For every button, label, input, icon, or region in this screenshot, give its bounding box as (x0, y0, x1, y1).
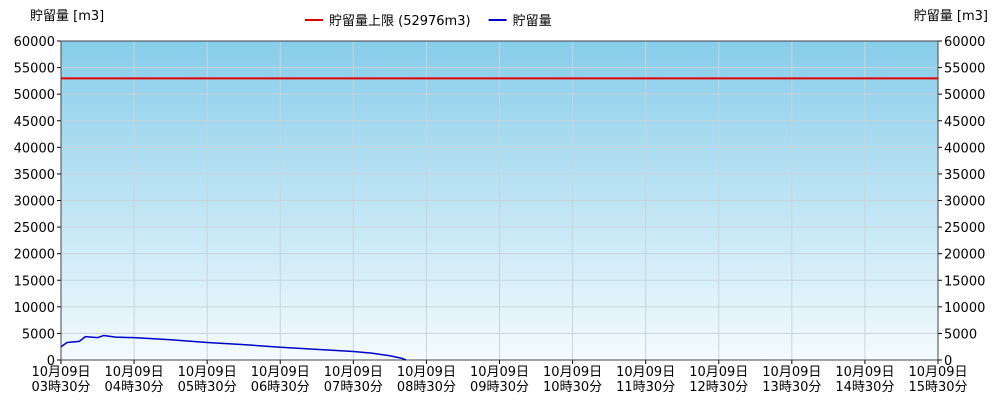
y2-tick-label: 0 (944, 354, 952, 369)
y2-tick-label: 30000 (944, 195, 985, 210)
y-axis-label: 貯留量 [m3] (30, 9, 104, 24)
y-tick-label: 0 (47, 354, 55, 369)
x-tick-label-line: 06時30分 (251, 380, 310, 395)
y-tick-label: 55000 (14, 62, 55, 77)
x-tick-label-line: 10月09日 (105, 365, 164, 380)
x-tick-label-line: 10月09日 (616, 365, 675, 380)
x-tick-label-line: 10月09日 (397, 365, 456, 380)
y-tick-label: 5000 (22, 327, 55, 342)
x-tick-label-line: 10月09日 (908, 365, 967, 380)
x-tick-label-line: 10月09日 (251, 365, 310, 380)
x-tick-label-line: 15時30分 (908, 380, 967, 395)
series-line (60, 334, 407, 361)
y-tick-label: 25000 (14, 221, 55, 236)
y2-tick-label: 60000 (944, 35, 985, 50)
y2-axis-label: 貯留量 [m3] (914, 9, 988, 24)
x-tick-label-line: 10月09日 (324, 365, 383, 380)
x-tick-label-line: 07時30分 (324, 380, 383, 395)
x-tick-label: 10月09日 12時30分 (689, 365, 748, 395)
y2-tick-label: 45000 (944, 115, 985, 130)
legend-label: 貯留量上限 (52976m3) (329, 14, 471, 29)
y2-tick-label: 10000 (944, 301, 985, 316)
x-tick-label-line: 10月09日 (470, 365, 529, 380)
x-tick-label: 10月09日 09時30分 (470, 365, 529, 395)
x-tick-label: 10月09日 04時30分 (105, 365, 164, 395)
x-tick-label-line: 10月09日 (543, 365, 602, 380)
x-tick-label: 10月09日 08時30分 (397, 365, 456, 395)
x-tick-label-line: 10月09日 (835, 365, 894, 380)
x-tick-label-line: 03時30分 (31, 380, 90, 395)
y-tick-label: 40000 (14, 141, 55, 156)
x-tick-label-line: 04時30分 (105, 380, 164, 395)
x-tick-label: 10月09日 15時30分 (908, 365, 967, 395)
x-tick-label: 10月09日 06時30分 (251, 365, 310, 395)
y2-tick-label: 50000 (944, 88, 985, 103)
x-tick-label-line: 12時30分 (689, 380, 748, 395)
y2-tick-label: 40000 (944, 141, 985, 156)
y-tick-label: 50000 (14, 88, 55, 103)
x-tick-label-line: 14時30分 (835, 380, 894, 395)
x-tick-label-line: 10月09日 (689, 365, 748, 380)
x-tick-label: 10月09日 10時30分 (543, 365, 602, 395)
x-tick-label-line: 13時30分 (762, 380, 821, 395)
y2-tick-label: 25000 (944, 221, 985, 236)
x-tick-label-line: 05時30分 (178, 380, 237, 395)
y-tick-label: 45000 (14, 115, 55, 130)
x-tick-label-line: 09時30分 (470, 380, 529, 395)
x-tick-label: 10月09日 13時30分 (762, 365, 821, 395)
y-tick-label: 60000 (14, 35, 55, 50)
x-tick-label-line: 10月09日 (178, 365, 237, 380)
x-tick-label: 10月09日 03時30分 (31, 365, 90, 395)
x-tick-label-line: 10月09日 (31, 365, 90, 380)
x-tick-label-line: 08時30分 (397, 380, 456, 395)
x-tick-label: 10月09日 05時30分 (178, 365, 237, 395)
y2-tick-label: 5000 (944, 327, 977, 342)
y-tick-label: 30000 (14, 195, 55, 210)
x-tick-label: 10月09日 14時30分 (835, 365, 894, 395)
y2-tick-label: 35000 (944, 168, 985, 183)
y2-tick-label: 20000 (944, 248, 985, 263)
y-tick-label: 20000 (14, 248, 55, 263)
y2-tick-label: 15000 (944, 274, 985, 289)
legend-label: 貯留量 (513, 14, 552, 29)
x-tick-label: 10月09日 11時30分 (616, 365, 675, 395)
y-tick-label: 15000 (14, 274, 55, 289)
y2-tick-label: 55000 (944, 62, 985, 77)
y-tick-label: 10000 (14, 301, 55, 316)
x-tick-label-line: 10時30分 (543, 380, 602, 395)
plot-frame (60, 40, 939, 361)
y-tick-label: 35000 (14, 168, 55, 183)
x-tick-label-line: 10月09日 (762, 365, 821, 380)
x-tick-label: 10月09日 07時30分 (324, 365, 383, 395)
x-tick-label-line: 11時30分 (616, 380, 675, 395)
